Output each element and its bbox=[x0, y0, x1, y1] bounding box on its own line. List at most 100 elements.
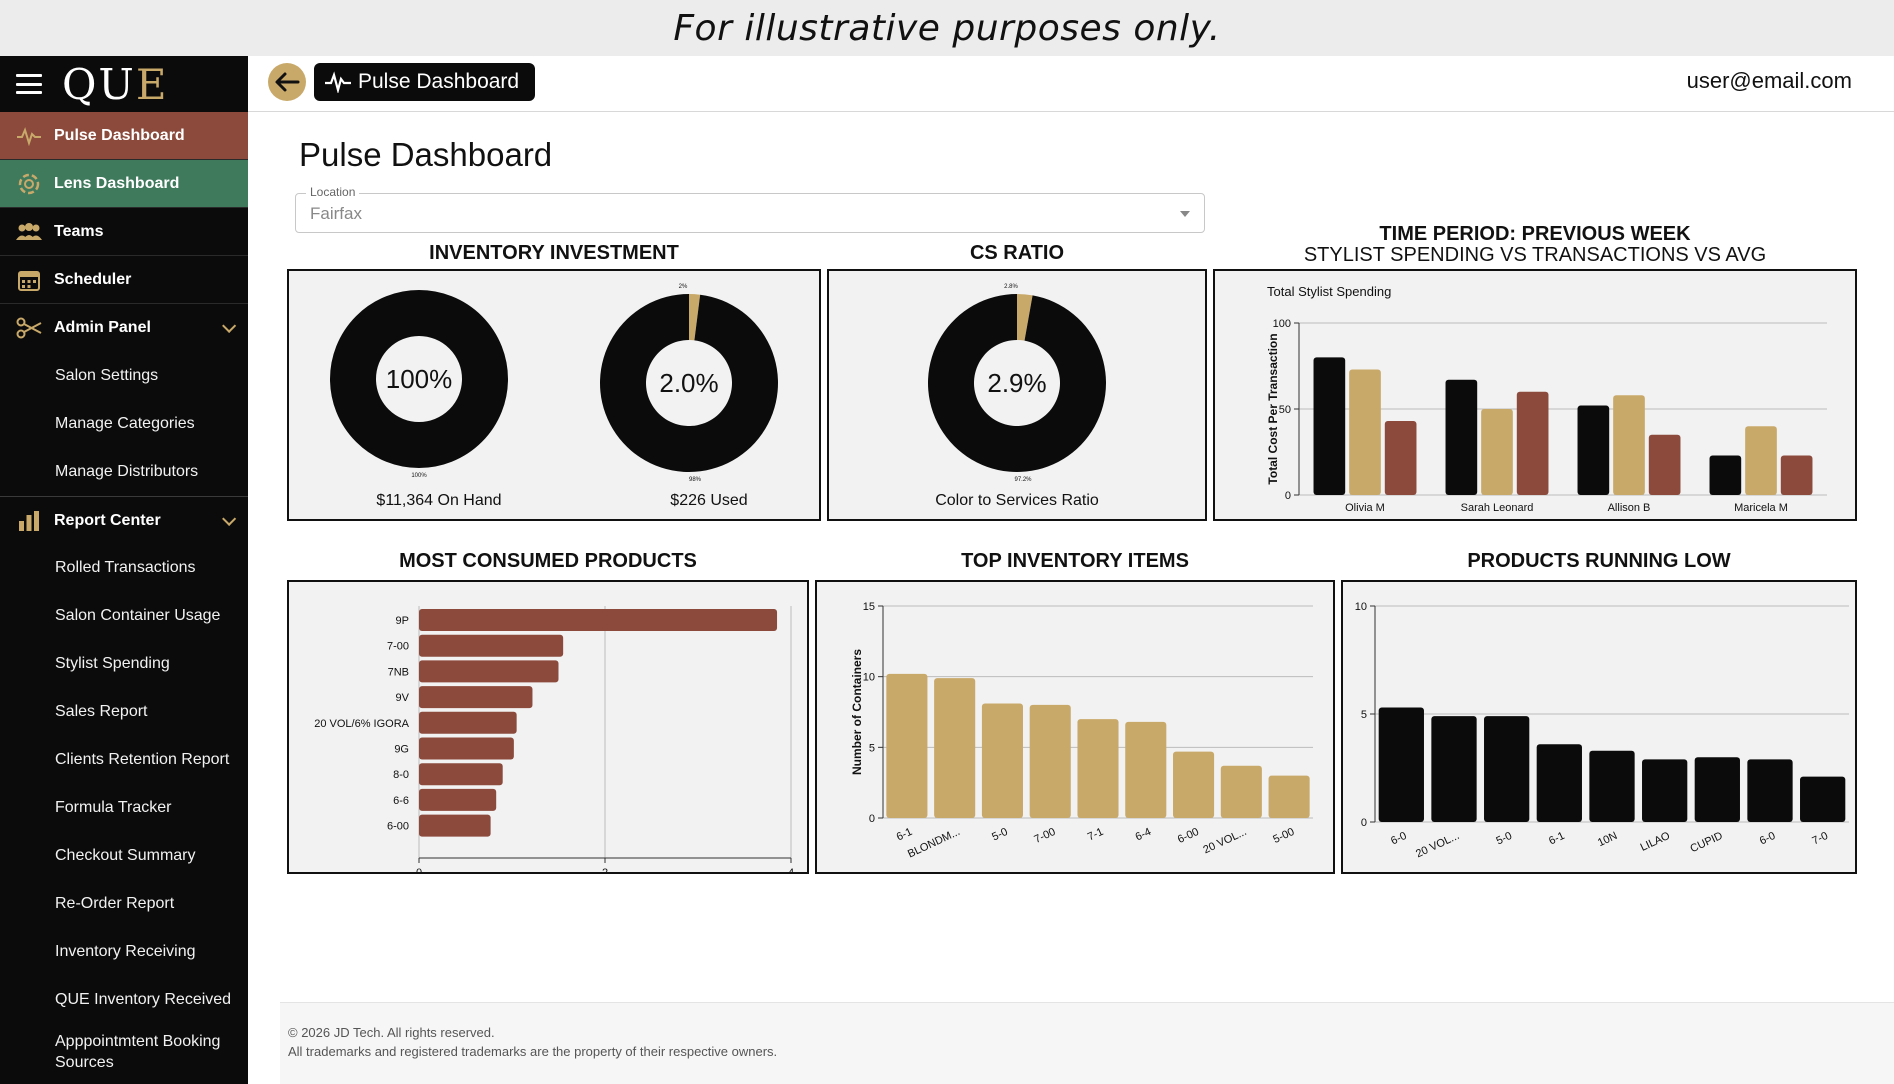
sidebar-item-admin-panel[interactable]: Admin Panel bbox=[0, 304, 248, 352]
y-tick-label: 7NB bbox=[388, 666, 409, 678]
pulse-icon bbox=[14, 124, 44, 148]
caret-down-icon bbox=[1180, 211, 1190, 217]
y-axis-label: Total Cost Per Transaction bbox=[1266, 333, 1280, 484]
bar bbox=[419, 788, 497, 811]
x-tick-label: 5-0 bbox=[1494, 830, 1513, 848]
y-tick-label: 20 VOL/6% IGORA bbox=[314, 718, 409, 730]
sidebar: QUE Pulse Dashboard Lens Dashboard Teams… bbox=[0, 56, 248, 1084]
sidebar-item-label: Teams bbox=[54, 222, 104, 240]
cs-ratio-title: CS RATIO bbox=[969, 242, 1065, 264]
brand-bar: QUE bbox=[0, 56, 248, 112]
chevron-down-icon[interactable] bbox=[222, 318, 237, 333]
used-caption: $226 Used bbox=[670, 492, 748, 509]
sidebar-sub-salon-settings[interactable]: Salon Settings bbox=[55, 367, 159, 384]
bar bbox=[419, 814, 491, 837]
sidebar-sub-checkout-summary[interactable]: Checkout Summary bbox=[55, 847, 196, 864]
bar bbox=[1313, 357, 1346, 495]
x-tick-label: 20 VOL... bbox=[1414, 830, 1461, 861]
most-consumed-chart: 0 2 4 9P 7-00 7NB 9V 20 VOL/6% IGORA 9G 8-0 6-6 6-0… bbox=[314, 606, 794, 872]
donut-slice bbox=[928, 294, 1106, 472]
sidebar-sub-stylist-spending[interactable]: Stylist Spending bbox=[55, 655, 170, 672]
sidebar-item-scheduler[interactable]: Scheduler bbox=[0, 256, 248, 304]
y-tick-label: 9V bbox=[396, 692, 410, 704]
sidebar-sub-re-order-report[interactable]: Re-Order Report bbox=[55, 895, 175, 912]
sidebar-sub-sales-report[interactable]: Sales Report bbox=[55, 703, 148, 720]
bar bbox=[1029, 704, 1071, 818]
stylist-spending-chart: Total Stylist Spending 0 50 100 Total Cost P… bbox=[1266, 284, 1827, 514]
bar bbox=[1378, 707, 1424, 822]
donut-used: 2% 98% 2.0% bbox=[600, 284, 779, 483]
sidebar-sub-manage-distributors[interactable]: Manage Distributors bbox=[55, 463, 199, 480]
y-tick-label: 6-00 bbox=[387, 821, 409, 833]
que-logo: QUE bbox=[62, 59, 169, 109]
sidebar-sub-salon-container-usage[interactable]: Salon Container Usage bbox=[55, 607, 221, 624]
y-tick-label: 5 bbox=[1361, 709, 1367, 721]
y-tick-label: 0 bbox=[1285, 490, 1291, 502]
location-value: Fairfax bbox=[310, 204, 362, 223]
sidebar-item-lens-dashboard[interactable]: Lens Dashboard bbox=[0, 160, 248, 208]
bar bbox=[1268, 775, 1310, 818]
y-tick-label: 9G bbox=[394, 744, 409, 756]
running-low-panel: 0 5 10 6-0 20 VOL... 5-0 6-1 10N LILAO CUPID 6-0 7-… bbox=[1341, 580, 1857, 874]
donut-slice bbox=[600, 294, 779, 472]
chip-label: Pulse Dashboard bbox=[358, 70, 520, 93]
slice-label: 98% bbox=[689, 477, 702, 483]
location-select[interactable]: Location Fairfax bbox=[295, 185, 1205, 233]
pulse-dashboard-chip[interactable]: Pulse Dashboard bbox=[314, 63, 535, 101]
bar bbox=[419, 660, 559, 683]
illustrative-banner: For illustrative purposes only. bbox=[0, 0, 1894, 56]
scissors-icon bbox=[14, 316, 44, 340]
sidebar-sub-booking-sources[interactable]: Apppointmtent Booking Sources bbox=[0, 1024, 248, 1080]
y-tick-label: 50 bbox=[1279, 404, 1291, 416]
sidebar-sub-inventory-receiving[interactable]: Inventory Receiving bbox=[55, 943, 196, 960]
bar bbox=[1613, 395, 1645, 495]
x-tick-label: 7-1 bbox=[1086, 826, 1105, 844]
footer-trademark: All trademarks and registered trademarks… bbox=[288, 1044, 778, 1059]
time-period-title: TIME PERIOD: PREVIOUS WEEK STYLIST SPEND… bbox=[1213, 224, 1857, 266]
sidebar-item-teams[interactable]: Teams bbox=[0, 208, 248, 256]
y-tick-label: 10 bbox=[863, 672, 875, 684]
bar bbox=[1780, 455, 1813, 495]
x-tick-label: 7-0 bbox=[1810, 830, 1829, 848]
donut-slice bbox=[1017, 294, 1033, 341]
x-tick-label: 5-0 bbox=[990, 826, 1009, 844]
sidebar-sub-rolled-transactions[interactable]: Rolled Transactions bbox=[55, 559, 196, 576]
running-low-title: PRODUCTS RUNNING LOW bbox=[1467, 550, 1731, 572]
bar bbox=[419, 737, 514, 760]
x-tick-label: 5-00 bbox=[1271, 826, 1296, 846]
y-tick-label: 10 bbox=[1355, 601, 1367, 613]
slice-label: 97.2% bbox=[1014, 477, 1032, 483]
calendar-icon bbox=[14, 268, 44, 292]
x-tick-label: 6-1 bbox=[1547, 830, 1566, 848]
sidebar-sub-clients-retention-report[interactable]: Clients Retention Report bbox=[55, 751, 230, 768]
inventory-investment-title: INVENTORY INVESTMENT bbox=[429, 242, 679, 264]
slice-label: 100% bbox=[411, 473, 427, 479]
y-tick-label: 5 bbox=[869, 742, 875, 754]
user-email[interactable]: user@email.com bbox=[1686, 68, 1852, 93]
bar bbox=[1536, 744, 1582, 822]
lens-icon bbox=[14, 172, 44, 196]
sidebar-item-label: Pulse Dashboard bbox=[54, 126, 185, 144]
bar bbox=[1709, 455, 1742, 495]
top-inventory-title: TOP INVENTORY ITEMS bbox=[961, 550, 1189, 572]
sidebar-item-pulse-dashboard[interactable]: Pulse Dashboard bbox=[0, 112, 248, 160]
donut-center-label: 100% bbox=[386, 364, 453, 394]
x-tick-label: 6-1 bbox=[895, 826, 914, 844]
back-button[interactable] bbox=[268, 63, 306, 101]
inventory-investment-panel: 100% 100% 2% 98% 2.0% $11,364 On Hand $226 … bbox=[287, 269, 821, 521]
hamburger-menu-icon[interactable] bbox=[16, 74, 42, 94]
slice-label: 2.8% bbox=[1004, 284, 1018, 290]
slice-label: 2% bbox=[679, 284, 688, 290]
x-tick-label: 2 bbox=[602, 867, 608, 872]
bar bbox=[934, 678, 976, 818]
bar bbox=[1481, 409, 1513, 495]
x-tick-label: CUPID bbox=[1689, 830, 1725, 855]
sidebar-sub-que-inventory-received[interactable]: QUE Inventory Received bbox=[55, 991, 232, 1008]
running-low-chart: 0 5 10 6-0 20 VOL... 5-0 6-1 10N LILAO CUPID 6-0 7-… bbox=[1355, 601, 1849, 861]
sidebar-item-report-center[interactable]: Report Center bbox=[0, 496, 248, 544]
x-tick-label: 7-00 bbox=[1032, 826, 1057, 846]
chevron-down-icon[interactable] bbox=[222, 511, 237, 526]
sidebar-sub-manage-categories[interactable]: Manage Categories bbox=[55, 415, 195, 432]
sidebar-sub-formula-tracker[interactable]: Formula Tracker bbox=[55, 799, 172, 816]
x-tick-label: Olivia M bbox=[1345, 502, 1385, 514]
